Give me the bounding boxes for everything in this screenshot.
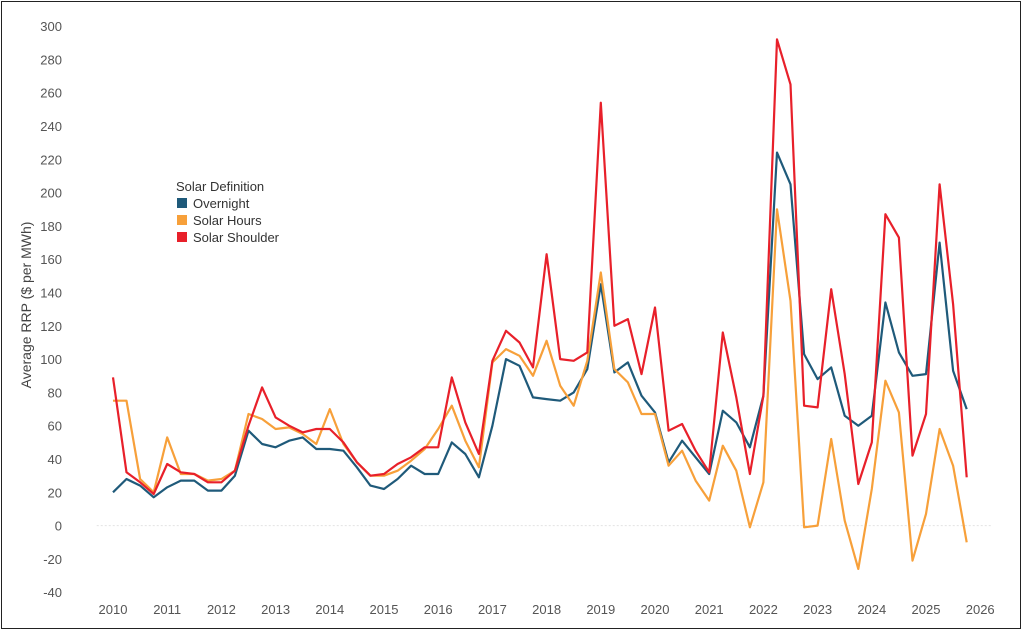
y-tick-label: 40 [48, 452, 62, 467]
y-axis-ticks: -40 -20 0 20 40 60 80 100 120 140 160 180 200 220 240 2… [40, 19, 62, 600]
x-tick-label: 2013 [261, 602, 290, 617]
y-tick-label: 220 [40, 152, 62, 167]
y-tick-label: 160 [40, 252, 62, 267]
legend-swatch [177, 198, 187, 208]
legend-swatch [177, 232, 187, 242]
y-tick-label: 80 [48, 385, 62, 400]
x-tick-label: 2019 [586, 602, 615, 617]
y-tick-label: -40 [43, 585, 62, 600]
legend-swatch [177, 215, 187, 225]
y-tick-label: 260 [40, 86, 62, 101]
legend-label: Overnight [193, 196, 250, 211]
x-tick-label: 2021 [695, 602, 724, 617]
x-tick-label: 2015 [370, 602, 399, 617]
legend-label: Solar Shoulder [193, 230, 280, 245]
x-tick-label: 2014 [315, 602, 344, 617]
legend-label: Solar Hours [193, 213, 262, 228]
y-tick-label: 20 [48, 485, 62, 500]
y-tick-label: -20 [43, 552, 62, 567]
x-tick-label: 2024 [857, 602, 886, 617]
x-tick-label: 2022 [749, 602, 778, 617]
legend-item: Overnight [177, 196, 250, 211]
x-axis-ticks: 2010 2011 2012 2013 2014 2015 2016 2017 2018 2019… [99, 602, 995, 617]
y-tick-label: 240 [40, 119, 62, 134]
y-tick-label: 200 [40, 186, 62, 201]
x-tick-label: 2011 [153, 602, 181, 617]
y-tick-label: 300 [40, 19, 62, 34]
y-tick-label: 100 [40, 352, 62, 367]
series-lines [111, 38, 968, 571]
x-tick-label: 2017 [478, 602, 507, 617]
legend-title: Solar Definition [176, 179, 264, 194]
y-tick-label: 0 [55, 519, 62, 534]
y-tick-label: 140 [40, 286, 62, 301]
series-line-solar-shoulder [111, 38, 968, 496]
x-tick-label: 2020 [641, 602, 670, 617]
y-tick-label: 120 [40, 319, 62, 334]
x-tick-label: 2023 [803, 602, 832, 617]
series-line-overnight [112, 151, 968, 499]
legend-item: Solar Shoulder [177, 230, 280, 245]
y-tick-label: 280 [40, 52, 62, 67]
x-tick-label: 2018 [532, 602, 561, 617]
y-tick-label: 180 [40, 219, 62, 234]
x-tick-label: 2016 [424, 602, 453, 617]
x-tick-label: 2012 [207, 602, 236, 617]
y-axis-label: Average RRP ($ per MWh) [18, 222, 34, 389]
y-tick-label: 60 [48, 419, 62, 434]
series-line-solar-hours [113, 208, 968, 571]
x-tick-label: 2010 [99, 602, 128, 617]
x-tick-label: 2025 [912, 602, 941, 617]
legend-item: Solar Hours [177, 213, 262, 228]
x-tick-label: 2026 [966, 602, 995, 617]
legend: Solar Definition Overnight Solar Hours Sol… [176, 179, 280, 245]
